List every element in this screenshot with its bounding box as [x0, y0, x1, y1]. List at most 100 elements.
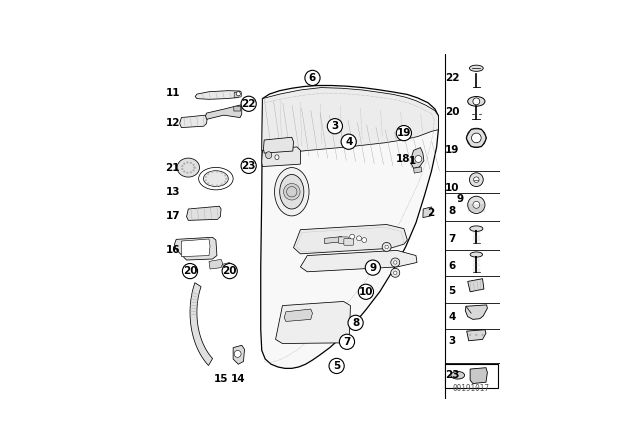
FancyBboxPatch shape	[339, 237, 348, 244]
FancyBboxPatch shape	[234, 106, 241, 111]
Text: 23: 23	[241, 161, 256, 171]
Polygon shape	[412, 147, 424, 168]
Text: 19: 19	[397, 128, 411, 138]
Text: 20: 20	[183, 266, 197, 276]
Text: 14: 14	[231, 374, 246, 384]
Polygon shape	[262, 147, 300, 167]
Text: 6: 6	[309, 73, 316, 83]
Circle shape	[183, 163, 185, 165]
Ellipse shape	[177, 158, 200, 177]
Ellipse shape	[470, 252, 483, 257]
Polygon shape	[423, 207, 433, 218]
Circle shape	[349, 234, 355, 239]
Circle shape	[415, 155, 422, 163]
Text: 6: 6	[449, 261, 456, 271]
Circle shape	[234, 350, 241, 358]
Ellipse shape	[204, 171, 228, 186]
Text: 16: 16	[166, 246, 180, 255]
Circle shape	[181, 168, 184, 170]
Text: 5: 5	[333, 361, 340, 371]
Circle shape	[394, 261, 397, 264]
Text: 3: 3	[332, 121, 339, 131]
Text: 2: 2	[427, 208, 435, 218]
Circle shape	[396, 125, 412, 141]
Circle shape	[216, 185, 218, 186]
Ellipse shape	[198, 168, 233, 190]
Circle shape	[394, 271, 397, 275]
Text: 10: 10	[445, 183, 460, 193]
Circle shape	[224, 174, 226, 177]
Circle shape	[190, 162, 192, 164]
Circle shape	[181, 165, 184, 167]
Circle shape	[211, 184, 213, 186]
Circle shape	[186, 161, 188, 164]
Circle shape	[473, 98, 480, 105]
Text: 8: 8	[449, 206, 456, 216]
Text: 10: 10	[358, 287, 373, 297]
Polygon shape	[468, 279, 484, 292]
Circle shape	[225, 177, 227, 180]
Circle shape	[205, 176, 207, 178]
Circle shape	[190, 171, 192, 173]
Circle shape	[358, 284, 374, 299]
Polygon shape	[413, 167, 422, 173]
Text: 4: 4	[345, 137, 353, 147]
Polygon shape	[294, 224, 407, 254]
Circle shape	[193, 169, 195, 172]
Text: 3: 3	[449, 336, 456, 346]
Circle shape	[182, 263, 198, 279]
Text: 22: 22	[445, 73, 460, 83]
Polygon shape	[190, 283, 212, 366]
Circle shape	[222, 263, 237, 279]
Circle shape	[193, 164, 195, 166]
Polygon shape	[300, 250, 417, 272]
Circle shape	[476, 334, 477, 336]
Circle shape	[236, 92, 241, 96]
Text: 12: 12	[166, 118, 180, 128]
Polygon shape	[262, 87, 438, 153]
Circle shape	[211, 171, 213, 173]
Circle shape	[356, 236, 362, 241]
Circle shape	[225, 177, 227, 180]
Circle shape	[216, 171, 218, 173]
Circle shape	[193, 167, 196, 168]
Circle shape	[305, 70, 320, 86]
Circle shape	[221, 172, 223, 174]
Text: 9: 9	[369, 263, 376, 273]
Polygon shape	[467, 330, 486, 341]
FancyBboxPatch shape	[445, 363, 498, 388]
Ellipse shape	[275, 155, 279, 159]
Polygon shape	[260, 86, 438, 368]
Circle shape	[348, 315, 363, 331]
Circle shape	[481, 334, 484, 336]
Ellipse shape	[280, 174, 304, 209]
Circle shape	[221, 183, 223, 185]
Text: 22: 22	[241, 99, 256, 109]
Circle shape	[473, 202, 480, 208]
Circle shape	[284, 184, 300, 200]
Circle shape	[241, 158, 256, 173]
Text: 5: 5	[449, 286, 456, 296]
Text: 00191017: 00191017	[452, 383, 490, 392]
Circle shape	[186, 172, 188, 174]
Ellipse shape	[468, 96, 485, 106]
Polygon shape	[470, 368, 488, 383]
Polygon shape	[264, 137, 294, 153]
Text: 21: 21	[166, 163, 180, 172]
FancyBboxPatch shape	[344, 239, 353, 245]
Polygon shape	[180, 115, 207, 128]
Polygon shape	[175, 237, 217, 260]
Circle shape	[391, 268, 400, 277]
Text: 1: 1	[409, 156, 416, 166]
Circle shape	[205, 179, 207, 181]
Ellipse shape	[451, 371, 465, 379]
Text: 15: 15	[214, 374, 228, 384]
Circle shape	[329, 358, 344, 374]
Circle shape	[474, 177, 479, 182]
Circle shape	[385, 245, 388, 249]
Polygon shape	[284, 309, 312, 322]
Circle shape	[224, 181, 226, 183]
Text: 9: 9	[456, 194, 463, 204]
Circle shape	[341, 134, 356, 149]
Circle shape	[241, 96, 256, 112]
